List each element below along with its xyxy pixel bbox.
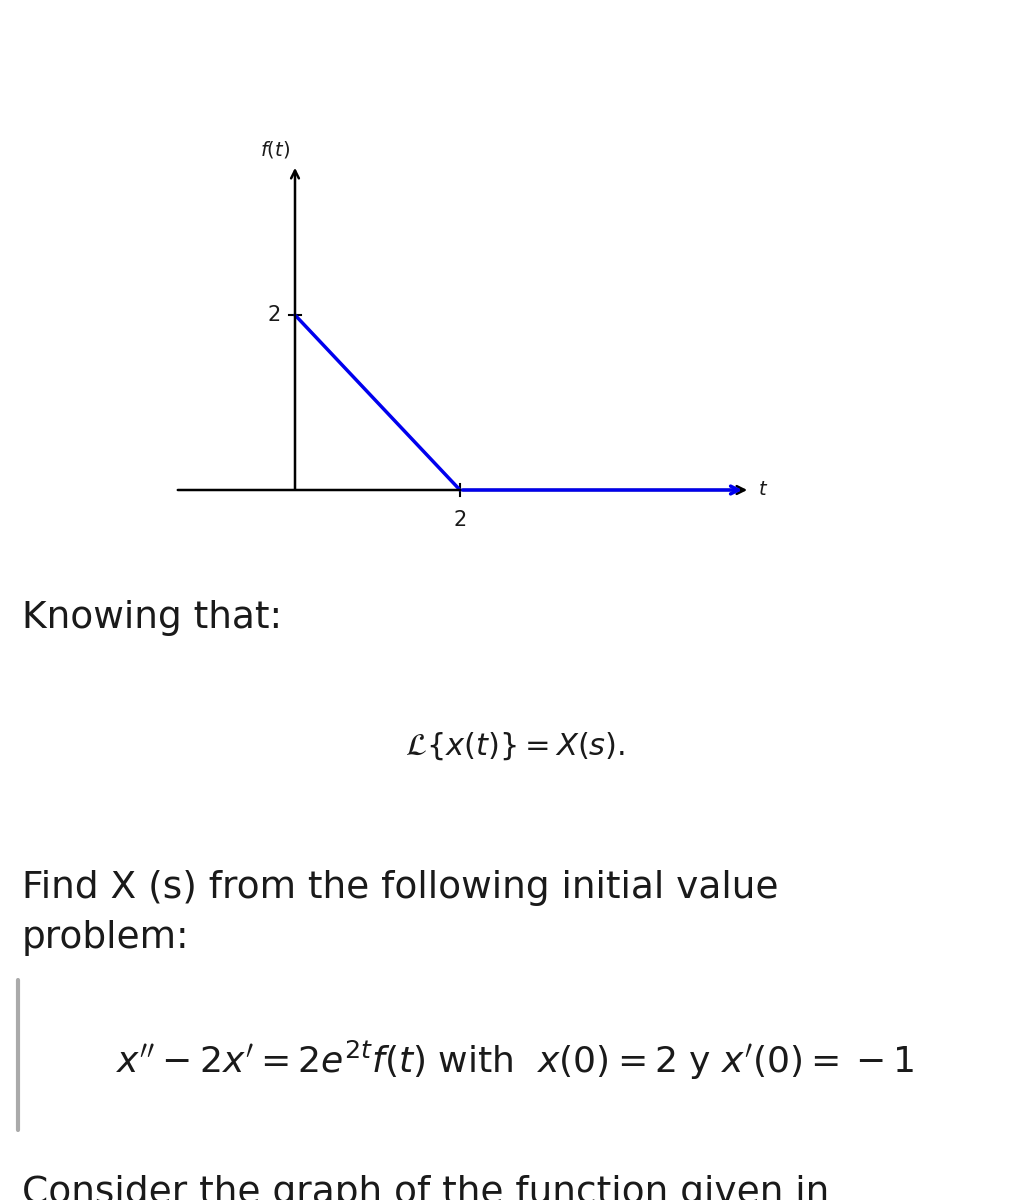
Text: Find X (s) from the following initial value
problem:: Find X (s) from the following initial va… <box>22 870 779 956</box>
Text: 2: 2 <box>453 510 467 530</box>
Text: 2: 2 <box>268 305 281 325</box>
Text: $t$: $t$ <box>758 481 768 499</box>
Text: Knowing that:: Knowing that: <box>22 600 282 636</box>
Text: $f(t)$: $f(t)$ <box>260 139 290 160</box>
Text: $\mathcal{L}\{x(t)\} = X(s).$: $\mathcal{L}\{x(t)\} = X(s).$ <box>405 730 625 762</box>
Text: Consider the graph of the function given in
the image:: Consider the graph of the function given… <box>22 1175 829 1200</box>
Text: $x'' - 2x' = 2e^{2t}f(t)$ with  $x(0) = 2$ y $x'(0) = -1$: $x'' - 2x' = 2e^{2t}f(t)$ with $x(0) = 2… <box>116 1038 914 1081</box>
